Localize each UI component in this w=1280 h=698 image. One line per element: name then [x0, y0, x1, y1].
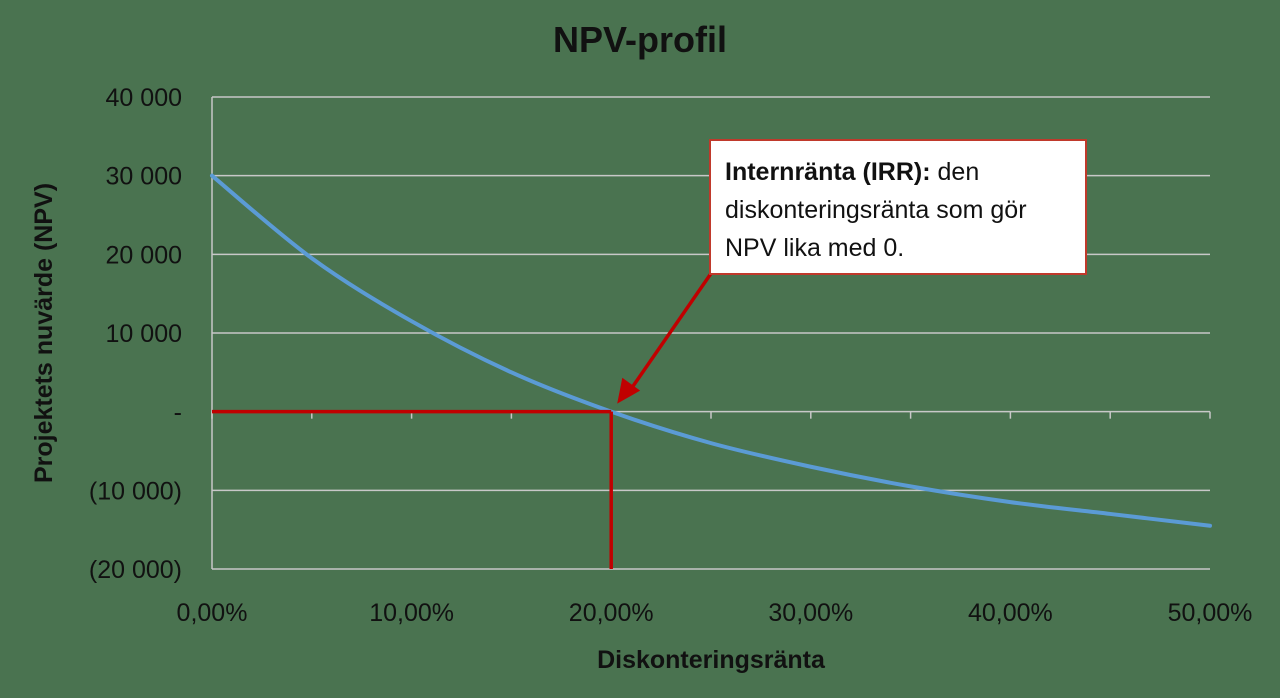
- y-tick-label: 30 000: [106, 163, 182, 191]
- irr-arrow-shaft: [627, 271, 714, 393]
- series: [210, 173, 1212, 528]
- x-tick-label: 40,00%: [968, 599, 1053, 627]
- x-tick-label: 10,00%: [369, 599, 454, 627]
- chart-title: NPV-profil: [553, 19, 727, 60]
- x-tick-label: 20,00%: [569, 599, 654, 627]
- irr-annotation-bold: Internränta (IRR):: [725, 158, 931, 186]
- y-tick-label: (20 000): [89, 556, 182, 584]
- irr-guides: [212, 271, 714, 569]
- irr-annotation: Internränta (IRR): den diskonteringsränt…: [709, 139, 1087, 275]
- y-tick-label: (10 000): [89, 477, 182, 505]
- y-tick-label: 20 000: [106, 241, 182, 269]
- x-tick-label: 30,00%: [768, 599, 853, 627]
- x-axis-title: Diskonteringsränta: [597, 646, 826, 674]
- y-axis-title: Projektets nuvärde (NPV): [30, 183, 58, 483]
- x-axis-ticks: 0,00% 10,00% 20,00% 30,00% 40,00% 50,00%: [177, 599, 1253, 627]
- irr-arrow-head: [617, 377, 641, 404]
- npv-series-line: [210, 173, 1212, 528]
- irr-annotation-text: den diskonteringsränta som gör NPV lika …: [725, 158, 1027, 262]
- y-axis-ticks: 40 000 30 000 20 000 10 000 - (10 000) (20 000…: [89, 84, 182, 584]
- y-tick-label: -: [174, 399, 182, 427]
- x-tick-label: 0,00%: [177, 599, 248, 627]
- y-tick-label: 10 000: [106, 320, 182, 348]
- x-tick-label: 50,00%: [1168, 599, 1253, 627]
- y-tick-label: 40 000: [106, 84, 182, 112]
